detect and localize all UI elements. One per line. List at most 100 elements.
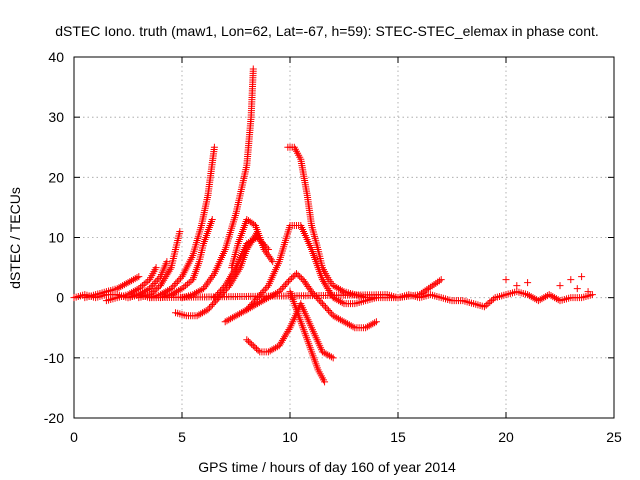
data-point-arc-i: [347, 322, 355, 330]
data-point-arc-j: [338, 299, 346, 307]
data-point-arc-i: [369, 320, 377, 328]
data-layer: [70, 65, 596, 386]
data-point-arc-i: [264, 294, 272, 302]
data-point-arc-i: [315, 296, 323, 304]
data-point-arc-l: [320, 349, 328, 357]
data-point-arc-j: [426, 283, 434, 291]
data-point-arc-i: [365, 322, 373, 330]
data-point-arc-k: [336, 286, 344, 294]
data-point-arc-f: [183, 280, 191, 288]
data-point-arc-b: [140, 280, 148, 288]
data-point-arc-i: [326, 308, 334, 316]
data-point-arc-j: [421, 287, 429, 295]
data-point-arc-i: [284, 277, 292, 285]
data-point-arc-l: [284, 327, 292, 335]
data-point-arc-l: [282, 331, 290, 339]
data-point-arc-j: [423, 286, 431, 294]
y-tick-label: 20: [48, 169, 64, 185]
data-point-arc-l: [327, 353, 335, 361]
data-point-arc-e: [167, 285, 175, 293]
data-point-background: [486, 298, 494, 306]
data-point-scatter-spikes: [573, 285, 581, 293]
data-point-arc-i: [312, 293, 320, 301]
data-point-arc-h: [200, 308, 208, 316]
data-point-arc-o: [261, 242, 269, 250]
data-point-arc-o: [243, 240, 251, 248]
data-point-arc-c: [142, 287, 150, 295]
data-point-background: [547, 292, 555, 300]
data-point-arc-d: [156, 282, 164, 290]
data-point-arc-a: [128, 277, 136, 285]
data-point-arc-i: [283, 279, 291, 287]
data-point-arc-i: [257, 298, 265, 306]
data-point-arc-i: [331, 313, 339, 321]
data-point-arc-k: [333, 284, 341, 292]
data-point-arc-o: [210, 294, 218, 302]
data-point-arc-j: [257, 290, 265, 298]
data-point-arc-g: [194, 288, 202, 296]
data-point-arc-e: [175, 276, 183, 284]
data-point-arc-j: [323, 283, 331, 291]
data-point-background: [524, 291, 532, 299]
data-point-scatter-spikes: [556, 282, 564, 290]
data-point-arc-g: [249, 65, 257, 73]
data-point-arc-i: [325, 307, 333, 315]
data-point-arc-n: [269, 258, 277, 266]
data-point-arc-o: [230, 267, 238, 275]
data-point-arc-j: [244, 304, 252, 312]
data-point-arc-i: [261, 296, 269, 304]
data-point-arc-d: [164, 269, 172, 277]
data-point-arc-f: [178, 285, 186, 293]
data-point-arc-o: [229, 269, 237, 277]
data-point-arc-c: [153, 276, 161, 284]
data-point-arc-g: [191, 290, 199, 298]
data-point-scatter-spikes: [567, 276, 575, 284]
data-point-arc-c: [138, 289, 146, 297]
data-point-arc-d: [160, 276, 168, 284]
data-point-arc-j: [324, 285, 332, 293]
data-point-arc-m: [321, 378, 329, 386]
data-point-arc-j: [331, 295, 339, 303]
data-point-arc-g: [192, 289, 200, 297]
data-point-arc-h: [199, 309, 207, 317]
data-point-arc-j: [428, 282, 436, 290]
data-point-arc-c: [147, 283, 155, 291]
data-point-arc-l: [264, 348, 272, 356]
data-point-arc-b: [152, 264, 160, 272]
y-axis-label: dSTEC / TECUs: [7, 187, 23, 289]
data-point-arc-i: [221, 318, 229, 326]
data-point-arc-h: [207, 302, 215, 310]
data-point-arc-b: [138, 282, 146, 290]
y-tick-label: -10: [44, 350, 64, 366]
data-point-arc-l: [285, 326, 293, 334]
data-point-arc-i: [259, 297, 267, 305]
data-point-arc-i: [239, 308, 247, 316]
data-point-arc-o: [260, 240, 268, 248]
data-point-arc-i: [371, 319, 379, 327]
data-point-arc-b: [137, 283, 145, 291]
data-point-arc-b: [142, 279, 150, 287]
data-point-arc-i: [230, 313, 238, 321]
data-point-arc-i: [309, 289, 317, 297]
data-point-arc-l: [324, 351, 332, 359]
data-point-arc-a: [119, 282, 127, 290]
data-point-arc-a: [124, 279, 132, 287]
data-point-arc-i: [297, 274, 305, 282]
data-point-arc-a: [129, 276, 137, 284]
grid-layer: [74, 57, 614, 418]
data-point-arc-l: [268, 346, 276, 354]
data-point-arc-n: [267, 256, 275, 264]
data-point-arc-l: [276, 340, 284, 348]
data-point-arc-a: [113, 285, 121, 293]
data-point-arc-d: [162, 273, 170, 281]
data-point-arc-e: [173, 278, 181, 286]
data-point-arc-i: [281, 281, 289, 289]
x-tick-label: 0: [70, 429, 78, 445]
x-tick-label: 20: [498, 429, 514, 445]
data-point-arc-c: [150, 279, 158, 287]
data-point-arc-f: [167, 291, 175, 299]
data-point-arc-o: [224, 276, 232, 284]
data-point-arc-i: [268, 292, 276, 300]
data-point-arc-e: [160, 289, 168, 297]
data-point-arc-d: [153, 285, 161, 293]
